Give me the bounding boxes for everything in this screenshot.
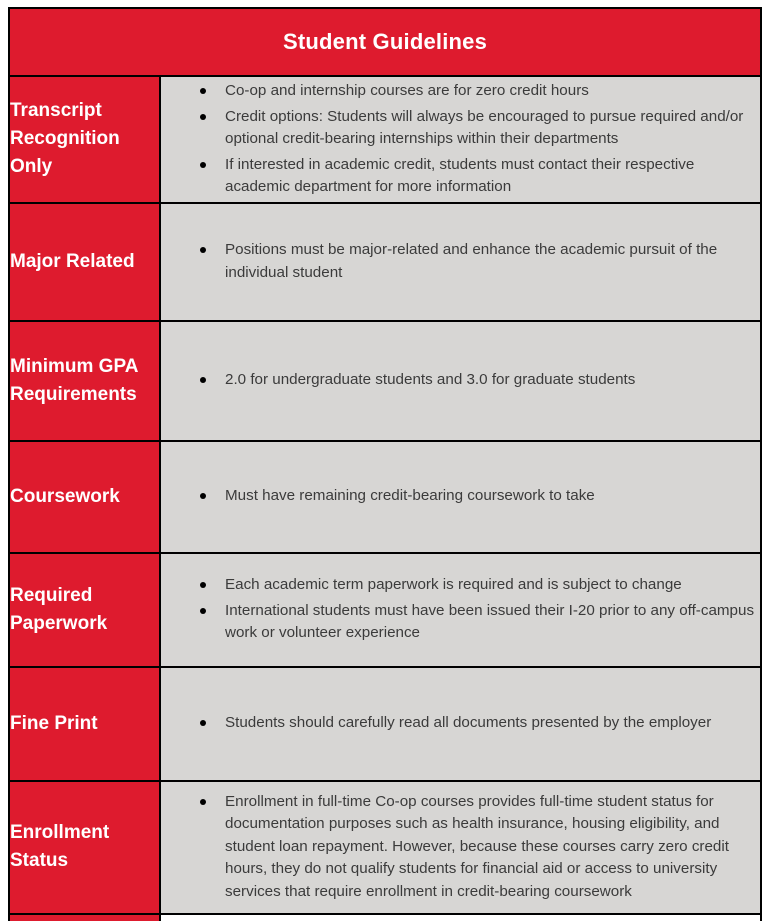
bullet-text: Enrollment in full-time Co-op courses pr… (225, 792, 729, 900)
bullet-text: Credit options: Students will always be … (225, 107, 744, 148)
row-content: Enrollment in full-time Co-op courses pr… (159, 779, 762, 915)
bullet-item: Positions must be major-related and enha… (161, 239, 760, 284)
bullet-item: Students should carefully read all docum… (161, 712, 760, 735)
row-content: Positions must be major-related and enha… (159, 201, 762, 322)
next-row-label-cell (8, 912, 161, 921)
table-header-row: Student Guidelines (8, 7, 762, 77)
bullet-list: Positions must be major-related and enha… (161, 239, 760, 284)
next-row-content-cell (159, 912, 762, 921)
row-minimum-gpa-requirements: Minimum GPA Requirements 2.0 for undergr… (8, 319, 762, 442)
row-transcript-recognition-only: Transcript Recognition Only Co-op and in… (8, 75, 762, 204)
bullet-icon (200, 798, 206, 805)
bullet-text: Each academic term paperwork is required… (225, 576, 682, 594)
row-label: Major Related (8, 201, 161, 322)
row-fine-print: Fine Print Students should carefully rea… (8, 665, 762, 782)
bullet-list: Each academic term paperwork is required… (161, 574, 760, 645)
bullet-icon (200, 493, 206, 500)
row-label: Coursework (8, 439, 161, 554)
bullet-item: Must have remaining credit-bearing cours… (161, 485, 760, 508)
row-content: Co-op and internship courses are for zer… (159, 75, 762, 204)
row-content: 2.0 for undergraduate students and 3.0 f… (159, 319, 762, 442)
bullet-list: Must have remaining credit-bearing cours… (161, 485, 760, 508)
row-content: Students should carefully read all docum… (159, 665, 762, 782)
bullet-list: 2.0 for undergraduate students and 3.0 f… (161, 369, 760, 392)
bullet-icon (200, 720, 206, 727)
row-content: Each academic term paperwork is required… (159, 551, 762, 668)
bullet-text: International students must have been is… (225, 601, 755, 642)
table-title: Student Guidelines (8, 7, 762, 77)
row-required-paperwork: Required Paperwork Each academic term pa… (8, 551, 762, 668)
row-label: Fine Print (8, 665, 161, 782)
bullet-icon (200, 113, 206, 120)
row-label: Minimum GPA Requirements (8, 319, 161, 442)
row-label: Enrollment Status (8, 779, 161, 915)
bullet-list: Enrollment in full-time Co-op courses pr… (161, 791, 760, 904)
bullet-item: Enrollment in full-time Co-op courses pr… (161, 791, 760, 904)
bullet-icon (200, 582, 206, 589)
bullet-text: If interested in academic credit, studen… (225, 155, 695, 196)
bullet-icon (200, 607, 206, 614)
bullet-text: 2.0 for undergraduate students and 3.0 f… (225, 371, 636, 389)
student-guidelines-table: Student Guidelines Transcript Recognitio… (8, 7, 762, 921)
bullet-item: Co-op and internship courses are for zer… (161, 80, 760, 103)
row-label: Required Paperwork (8, 551, 161, 668)
bullet-item: Credit options: Students will always be … (161, 106, 760, 151)
bullet-text: Must have remaining credit-bearing cours… (225, 487, 595, 505)
next-row-cutoff (8, 912, 762, 921)
bullet-item: If interested in academic credit, studen… (161, 154, 760, 199)
row-major-related: Major Related Positions must be major-re… (8, 201, 762, 322)
bullet-text: Co-op and internship courses are for zer… (225, 82, 589, 99)
bullet-text: Students should carefully read all docum… (225, 714, 712, 732)
row-enrollment-status: Enrollment Status Enrollment in full-tim… (8, 779, 762, 915)
bullet-icon (200, 247, 206, 253)
row-content: Must have remaining credit-bearing cours… (159, 439, 762, 554)
bullet-list: Students should carefully read all docum… (161, 712, 760, 735)
row-coursework: Coursework Must have remaining credit-be… (8, 439, 762, 554)
bullet-icon (200, 88, 206, 94)
bullet-list: Co-op and internship courses are for zer… (161, 80, 760, 199)
bullet-item: 2.0 for undergraduate students and 3.0 f… (161, 369, 760, 392)
bullet-item: Each academic term paperwork is required… (161, 574, 760, 597)
bullet-text: Positions must be major-related and enha… (225, 241, 718, 281)
bullet-item: International students must have been is… (161, 600, 760, 645)
bullet-icon (200, 377, 206, 384)
bullet-icon (200, 161, 206, 168)
row-label: Transcript Recognition Only (8, 75, 161, 204)
